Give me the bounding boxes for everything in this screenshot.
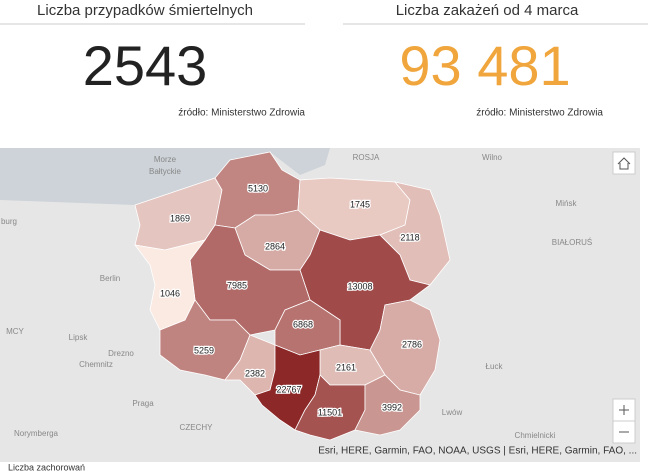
sea <box>0 148 330 205</box>
region-label: 2118 <box>400 232 419 242</box>
zoom-out[interactable] <box>612 420 636 444</box>
region <box>354 374 421 436</box>
place-label: Lwów <box>442 408 463 417</box>
region-label: 5130 <box>248 183 268 193</box>
region-label: 1046 <box>160 288 180 298</box>
place-label: Wilno <box>482 153 503 162</box>
region-label: 1869 <box>170 213 190 223</box>
region-label: 1745 <box>350 199 370 209</box>
region-label: 7985 <box>227 280 247 290</box>
home-button[interactable] <box>612 151 636 175</box>
place-label: Bałtyckie <box>149 167 182 176</box>
region-label: 2161 <box>336 362 356 372</box>
region-label: 3992 <box>382 402 402 412</box>
region-label: 22767 <box>276 384 301 394</box>
kpi-title: Liczba przypadków śmiertelnych <box>37 2 253 19</box>
map[interactable]: Morze Bałtyckie ROSJA Wilno Mińsk BIAŁORUŚ bur… <box>0 148 640 462</box>
place-label: Norymberga <box>14 429 59 438</box>
kpi-value: 93 481 <box>399 34 570 97</box>
kpi-title: Liczba zakażeń od 4 marca <box>396 2 579 19</box>
kpi-source: źródło: Ministerstwo Zdrowia <box>178 108 305 119</box>
place-label: ROSJA <box>353 153 380 162</box>
kpi-source: źródło: Ministerstwo Zdrowia <box>476 108 603 119</box>
place-label: MCY <box>6 327 24 336</box>
place-label: burg <box>1 217 17 226</box>
place-label: Lipsk <box>69 333 89 342</box>
place-label: Łuck <box>486 362 504 371</box>
place-label: Chmielnicki <box>515 431 556 440</box>
region-label: 2382 <box>245 368 265 378</box>
place-label: Berlin <box>100 274 120 283</box>
region-label: 2786 <box>402 339 422 349</box>
place-label: CZECHY <box>180 423 214 432</box>
footer: Liczba zachorowań <box>8 462 85 472</box>
region-label: 2864 <box>265 241 285 251</box>
place-label: Drezno <box>108 349 134 358</box>
region-label: 6868 <box>293 319 313 329</box>
region-label: 11501 <box>318 407 342 417</box>
region-label: 13008 <box>347 281 372 291</box>
place-label: Chemnitz <box>79 360 113 369</box>
place-label: Morze <box>154 155 177 164</box>
place-label: Mińsk <box>556 199 578 208</box>
place-label: BIAŁORUŚ <box>552 238 592 247</box>
zoom-in[interactable] <box>612 398 636 422</box>
region-label: 5259 <box>194 345 214 355</box>
attribution: Esri, HERE, Garmin, FAO, NOAA, USGS | Es… <box>318 446 637 457</box>
place-label: Praga <box>132 399 154 408</box>
kpi-value: 2543 <box>83 34 208 97</box>
